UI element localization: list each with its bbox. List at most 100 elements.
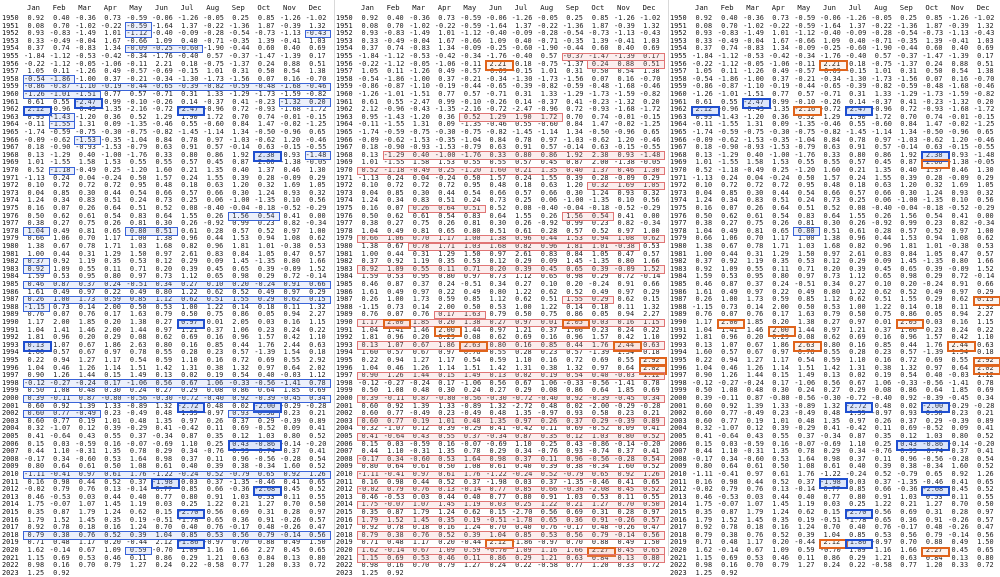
value-cell: 0.93 xyxy=(284,189,301,198)
value-cell: -0.19 xyxy=(101,83,122,91)
year-label: 2002 xyxy=(2,410,19,418)
value-cell: 0.67 xyxy=(79,341,96,350)
value-cell: 1.27 xyxy=(798,562,815,570)
value-cell: -0.41 xyxy=(50,470,71,479)
value-cell: 0.98 xyxy=(156,455,173,464)
value-cell: 0.28 xyxy=(181,349,198,357)
value-cell: 1.22 xyxy=(181,288,198,297)
value-cell: 0.81 xyxy=(130,220,147,228)
value-cell: 1.20 xyxy=(232,182,249,190)
value-cell: 0.92 xyxy=(28,265,45,274)
month-header: Nov xyxy=(951,3,964,13)
value-cell: -0.15 xyxy=(178,68,199,76)
value-cell: -0.22 xyxy=(203,22,224,31)
value-cell: 0.41 xyxy=(28,432,45,441)
value-cell: -0.22 xyxy=(24,60,45,69)
value-cell: -0.24 xyxy=(75,379,96,388)
value-cell: 1.01 xyxy=(104,30,121,38)
value-cell: 0.66 xyxy=(207,189,224,198)
value-cell: 1.24 xyxy=(28,197,45,205)
value-cell: 1.10 xyxy=(309,334,326,342)
value-cell: 0.61 xyxy=(28,98,45,107)
value-cell: 0.92 xyxy=(232,394,249,403)
value-cell: 0.64 xyxy=(156,212,173,221)
year-label: 1966 xyxy=(2,136,19,145)
month-header: Aug xyxy=(206,3,219,13)
value-cell: 0.16 xyxy=(28,478,45,487)
value-cell: 0.72 xyxy=(53,182,70,190)
value-cell: 0.76 xyxy=(79,486,96,494)
value-cell: -1.47 xyxy=(254,52,275,61)
month-header: Apr xyxy=(772,3,785,13)
value-cell: -0.30 xyxy=(152,394,173,403)
value-cell: -1.48 xyxy=(306,151,327,160)
value-cell: 0.54 xyxy=(130,189,147,198)
value-cell: 2.00 xyxy=(53,318,70,327)
value-cell: 0.41 xyxy=(284,478,301,487)
value-cell: 1.05 xyxy=(28,68,45,76)
value-cell: 1.21 xyxy=(181,326,198,335)
value-cell: -0.57 xyxy=(126,68,147,76)
year-label: 1995 xyxy=(2,356,19,365)
value-cell: 1.25 xyxy=(362,569,379,577)
value-cell: -1.02 xyxy=(75,22,96,31)
value-cell: 0.18 xyxy=(181,60,198,69)
value-cell: -0.55 xyxy=(306,144,327,152)
value-cell: 0.57 xyxy=(207,52,224,61)
table-row: 2012 -0.02 0.79 0.76 0.13 -0.14 0.77 0.85 0.66 -0… xyxy=(2,486,332,494)
value-cell: 0.23 xyxy=(207,349,224,357)
value-cell: -0.46 xyxy=(254,478,275,487)
value-cell: 0.29 xyxy=(181,387,198,395)
value-cell: 1.00 xyxy=(309,227,326,236)
value-cell: 0.64 xyxy=(104,204,121,213)
value-cell: -1.12 xyxy=(50,52,71,61)
value-cell: -0.12 xyxy=(24,379,45,388)
value-cell: -0.09 xyxy=(178,30,199,38)
table-row: 2001 0.60 0.92 1.39 1.33 -0.89 1.32 -2.72 0.48 0.… xyxy=(2,402,332,411)
table-row: 1955 -1.84 -1.12 -0.53 -0.42 -0.34 -1.76 -0.40 0… xyxy=(2,52,332,61)
value-cell: 0.80 xyxy=(104,273,121,281)
value-cell: 0.35 xyxy=(207,432,224,441)
value-cell: 0.44 xyxy=(28,448,45,456)
value-cell: 1.14 xyxy=(104,364,121,373)
value-cell: 0.72 xyxy=(284,273,301,281)
value-cell: 0.89 xyxy=(309,417,326,426)
value-cell: 0.27 xyxy=(156,387,173,395)
value-cell: 0.63 xyxy=(207,182,224,190)
value-cell: 0.39 xyxy=(104,425,121,433)
month-header-row: Jan Feb Mar Apr May Jun Jul Aug Sep Oct Nov Dec xyxy=(670,3,1000,13)
value-cell: -0.05 xyxy=(203,14,224,23)
value-cell: 0.56 xyxy=(309,197,326,205)
value-cell: 2.00 xyxy=(258,159,275,167)
year-label: 1963 xyxy=(2,113,19,122)
table-row: 1950 0.92 0.40 -0.36 0.73 -0.59 -0.06 -1.26 -0.0… xyxy=(2,14,332,23)
value-cell: 0.78 xyxy=(181,136,198,145)
value-cell: 0.17 xyxy=(104,311,121,319)
month-header: Sep xyxy=(900,3,913,13)
value-cell: 0.84 xyxy=(232,250,249,259)
value-cell: -0.49 xyxy=(126,410,147,418)
value-cell: -0.69 xyxy=(152,440,173,449)
value-cell: -0.39 xyxy=(280,417,301,426)
value-cell: 1.92 xyxy=(232,151,249,160)
year-label: 1960 xyxy=(2,90,19,99)
value-cell: 0.52 xyxy=(156,204,173,213)
value-cell: 1.71 xyxy=(104,242,121,251)
month-header: Jun xyxy=(489,3,502,13)
table-row: 1982 0.37 0.92 1.19 0.35 0.53 0.12 0.29 0.09 1.45… xyxy=(2,258,332,266)
value-cell: 0.24 xyxy=(284,326,301,335)
value-cell: 0.15 xyxy=(104,372,121,380)
table-row: 1978 1.04 0.49 0.81 0.65 0.80 0.51 0.61 0.28 0.57… xyxy=(2,227,332,236)
value-cell: 0.49 xyxy=(53,288,70,297)
value-cell: 0.44 xyxy=(207,235,224,243)
value-cell: 0.80 xyxy=(181,493,198,502)
value-cell: -0.35 xyxy=(229,37,250,46)
value-cell: 0.72 xyxy=(977,562,994,570)
value-cell: 0.26 xyxy=(207,212,224,221)
value-cell: 0.40 xyxy=(232,166,249,175)
value-cell: 1.30 xyxy=(309,166,326,175)
value-cell: -1.12 xyxy=(50,60,71,69)
value-cell: 0.30 xyxy=(156,220,173,228)
table-row: 1962 2.12 -0.96 -0.43 -1.35 -2.16 -0.72 -2.47 -0… xyxy=(2,106,332,114)
value-cell: 0.30 xyxy=(232,189,249,198)
